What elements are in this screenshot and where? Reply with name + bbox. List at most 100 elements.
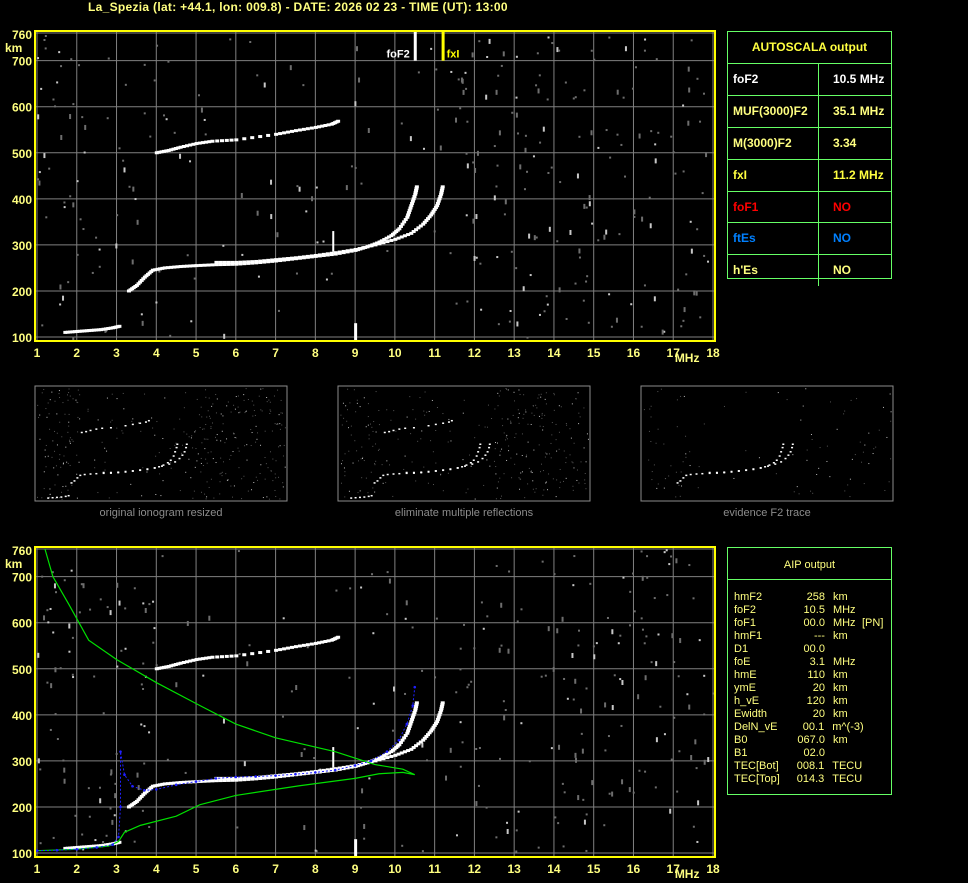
noise-dot: [173, 131, 176, 134]
thumbnail-noise: [181, 444, 183, 446]
aip-cell: TEC[Bot]: [734, 760, 779, 772]
noise-dot: [457, 78, 460, 81]
thumbnail-noise: [209, 417, 211, 419]
noise-dot: [472, 218, 475, 224]
y-axis-label: km: [5, 557, 22, 571]
thumbnail-noise: [650, 441, 652, 443]
trace-point-3: [250, 136, 255, 140]
thumbnail-noise: [553, 392, 555, 394]
noise-dot: [40, 87, 43, 90]
thumbnail-noise: [428, 410, 430, 412]
noise-dot: [497, 74, 500, 77]
aip-cell: 110: [807, 669, 825, 681]
thumbnail-noise: [851, 458, 853, 460]
trace-point-2: [337, 766, 342, 770]
noise-dot: [422, 147, 425, 150]
thumbnail-noise: [798, 493, 800, 495]
noise-dot: [59, 284, 62, 290]
noise-dot: [485, 94, 488, 100]
aip-cell: [833, 747, 862, 760]
trace-point-0: [94, 844, 99, 848]
noise-dot: [386, 249, 389, 252]
trace-point-1: [226, 262, 231, 266]
noise-dot: [148, 603, 151, 606]
thumbnail-noise: [243, 399, 245, 401]
noise-dot: [371, 573, 374, 576]
noise-dot: [50, 683, 53, 689]
noise-dot: [519, 164, 522, 170]
aip-cell: [862, 604, 891, 617]
trace-point-2: [230, 260, 235, 264]
thumbnail-noise: [522, 417, 524, 419]
noise-dot: [535, 84, 538, 87]
thumbnail-noise: [121, 430, 123, 432]
noise-dot: [39, 768, 42, 771]
noise-dot: [690, 755, 693, 761]
trace-point-2: [218, 260, 223, 264]
trace-point-3: [157, 666, 162, 670]
thumbnail-noise: [206, 416, 208, 418]
thumbnail-noise: [375, 443, 377, 445]
trace-point-2: [439, 190, 444, 194]
x-tick-label: 6: [232, 346, 239, 360]
noise-dot: [72, 676, 75, 679]
noise-dot: [641, 628, 644, 631]
thumbnail-noise: [507, 389, 509, 391]
trace-point-2: [435, 720, 440, 724]
thumbnail-noise: [54, 450, 56, 452]
thumbnail-noise: [854, 454, 856, 456]
trace-point-3: [215, 655, 220, 659]
thumbnail-noise: [506, 438, 508, 440]
thumbnail-noise: [539, 425, 541, 427]
noise-dot: [638, 769, 641, 772]
thumbnail-noise: [227, 401, 229, 403]
noise-dot: [115, 243, 118, 249]
thumbnail-trace-point: [172, 455, 175, 457]
thumbnail-noise: [214, 436, 216, 438]
thumbnail-noise: [670, 465, 672, 467]
noise-dot: [687, 120, 690, 126]
trace-point-2: [402, 750, 407, 754]
aip-cell: 258: [806, 591, 825, 603]
x-tick-label: 11: [428, 346, 441, 360]
thumbnail-trace-point: [161, 465, 163, 467]
thumbnail-noise: [544, 414, 546, 416]
thumbnail-noise: [37, 496, 39, 498]
thumbnail-noise: [58, 390, 60, 392]
thumbnail-noise: [350, 434, 352, 436]
thumbnail-trace-point: [85, 430, 88, 433]
thumbnail-noise: [499, 454, 501, 456]
noise-dot: [71, 636, 74, 639]
thumbnail-trace-point: [178, 457, 181, 460]
trace-point-2: [436, 199, 441, 203]
noise-dot: [544, 674, 547, 677]
trace-point-2: [230, 776, 235, 780]
thumbnail-trace-point: [350, 497, 353, 499]
noise-dot: [688, 564, 691, 567]
thumbnail-noise: [786, 399, 788, 401]
thumbnail-noise: [386, 460, 388, 462]
y-axis-label: km: [5, 41, 22, 55]
thumbnail-noise: [657, 428, 659, 430]
trace-point-1: [165, 266, 170, 270]
thumbnail-trace-point: [185, 446, 188, 449]
thumbnail-trace-point: [183, 451, 186, 453]
trace-point-2: [435, 201, 440, 205]
trace-point-3: [207, 140, 212, 144]
noise-dot: [459, 721, 462, 724]
fitted-trace-point: [75, 848, 79, 851]
thumbnail-noise: [531, 412, 533, 414]
thumbnail-noise: [202, 464, 204, 466]
trace-point-3: [176, 662, 181, 666]
y-tick-label: 100: [12, 847, 32, 861]
noise-dot: [692, 597, 695, 600]
noise-dot: [507, 648, 510, 654]
noise-dot: [538, 313, 541, 316]
noise-dot: [109, 807, 112, 810]
thumbnail-noise: [359, 406, 361, 408]
thumbnail-noise: [169, 448, 171, 450]
trace-point-2: [234, 260, 239, 264]
thumbnail-noise: [205, 458, 207, 460]
thumbnail-trace-point: [782, 443, 785, 445]
noise-dot: [528, 760, 531, 763]
